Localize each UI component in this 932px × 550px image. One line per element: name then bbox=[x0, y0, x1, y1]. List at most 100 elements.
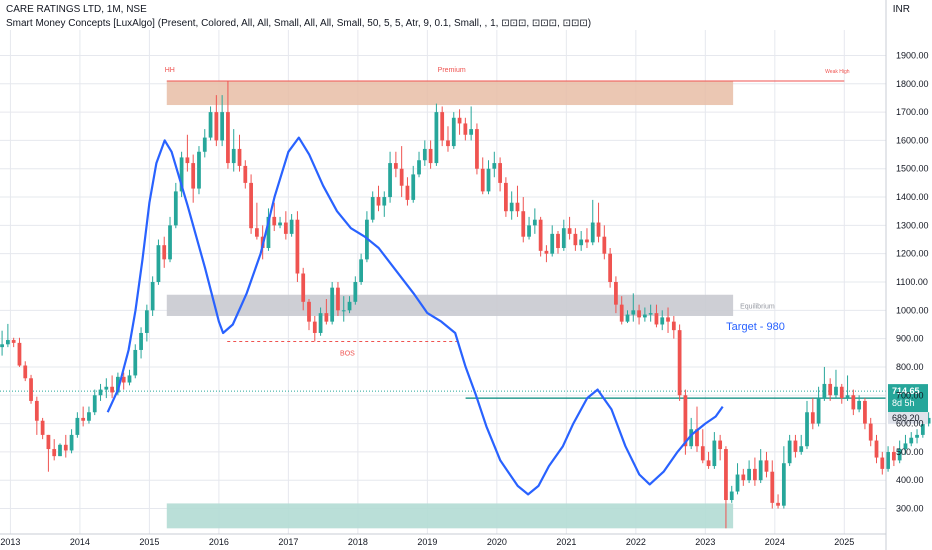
candle-body bbox=[868, 423, 873, 441]
x-tick-label: 2022 bbox=[626, 537, 646, 547]
candle-body bbox=[660, 317, 665, 325]
candle-body bbox=[382, 197, 387, 206]
candle-body bbox=[191, 163, 196, 189]
candle-body bbox=[295, 219, 300, 274]
candle-body bbox=[706, 460, 711, 467]
candle-body bbox=[272, 216, 277, 226]
candle-body bbox=[532, 219, 537, 226]
x-tick-label: 2013 bbox=[0, 537, 20, 547]
y-tick-label: 1800.00 bbox=[896, 79, 929, 89]
candle-body bbox=[498, 163, 502, 183]
candle-body bbox=[237, 148, 242, 166]
y-tick-label: 1300.00 bbox=[896, 220, 929, 230]
candle-body bbox=[475, 129, 479, 169]
target-label: Target - 980 bbox=[726, 321, 785, 333]
candle-body bbox=[741, 474, 746, 481]
candle-body bbox=[278, 222, 282, 226]
candle-body bbox=[446, 140, 450, 147]
candle-body bbox=[816, 398, 821, 424]
candle-body bbox=[127, 375, 132, 383]
candle-body bbox=[399, 168, 404, 186]
candle-body bbox=[307, 301, 311, 322]
candle-body bbox=[255, 228, 259, 237]
candle-body bbox=[341, 310, 346, 312]
moving-average-line bbox=[106, 136, 724, 496]
candle-body bbox=[197, 151, 201, 189]
candle-body bbox=[747, 468, 751, 481]
candle-body bbox=[544, 250, 549, 254]
candle-body bbox=[903, 443, 908, 450]
discount-zone bbox=[166, 503, 734, 529]
candle-body bbox=[920, 423, 925, 435]
candle-body bbox=[168, 225, 172, 260]
candle-body bbox=[150, 282, 155, 311]
annotation-layer: HH Premium Weak High Equilibrium BOS Target -… bbox=[165, 67, 928, 425]
y-tick-label: 1600.00 bbox=[896, 135, 929, 145]
candle-body bbox=[579, 239, 584, 246]
candle-body bbox=[289, 219, 294, 234]
hh-label: HH bbox=[165, 67, 175, 74]
weak-high-label: Weak High bbox=[825, 69, 850, 75]
candle-body bbox=[666, 317, 670, 322]
candle-body bbox=[758, 460, 763, 481]
candle-body bbox=[336, 287, 340, 311]
candle-body bbox=[712, 440, 717, 467]
candle-body bbox=[220, 112, 225, 141]
candle-body bbox=[405, 185, 410, 200]
y-tick-label: 1200.00 bbox=[896, 249, 929, 259]
candle-body bbox=[208, 112, 213, 138]
y-tick-label: 1100.00 bbox=[896, 277, 928, 287]
candle-body bbox=[486, 168, 491, 192]
candle-body bbox=[11, 340, 16, 343]
candle-body bbox=[897, 449, 902, 461]
candle-body bbox=[469, 129, 474, 135]
candle-body bbox=[162, 245, 167, 260]
current-price-label: 714.65 bbox=[892, 386, 920, 396]
candle-body bbox=[538, 219, 543, 251]
candle-body bbox=[810, 412, 815, 424]
candle-body bbox=[857, 400, 862, 410]
candle-body bbox=[480, 168, 485, 192]
candle-body bbox=[909, 437, 914, 444]
candle-body bbox=[81, 417, 86, 421]
candle-layer bbox=[0, 80, 931, 529]
candle-body bbox=[729, 491, 734, 501]
y-tick-label: 900.00 bbox=[896, 334, 924, 344]
x-tick-label: 2014 bbox=[70, 537, 90, 547]
candle-body bbox=[69, 434, 74, 451]
candle-body bbox=[312, 321, 317, 333]
candle-body bbox=[590, 222, 595, 243]
candle-body bbox=[585, 239, 589, 243]
candle-body bbox=[834, 386, 838, 396]
equilibrium-label: Equilibrium bbox=[740, 304, 775, 311]
y-tick-label: 1500.00 bbox=[896, 164, 929, 174]
candle-body bbox=[642, 314, 647, 318]
premium-label: Premium bbox=[438, 67, 466, 74]
candle-body bbox=[886, 451, 890, 469]
candle-body bbox=[561, 228, 566, 249]
candle-body bbox=[781, 463, 786, 506]
y-tick-label: 800.00 bbox=[896, 362, 924, 372]
candle-body bbox=[359, 259, 363, 282]
indicator-legend[interactable]: Smart Money Concepts [LuxAlgo] (Present,… bbox=[6, 18, 592, 29]
candle-body bbox=[805, 412, 809, 447]
candle-body bbox=[596, 222, 601, 237]
candle-body bbox=[17, 342, 22, 366]
candle-body bbox=[29, 378, 33, 401]
y-tick-label: 500.00 bbox=[896, 447, 924, 457]
chart-title: CARE RATINGS LTD, 1M, NSE bbox=[6, 4, 147, 15]
candle-body bbox=[845, 395, 850, 399]
candle-body bbox=[874, 440, 879, 458]
candle-body bbox=[243, 165, 248, 183]
x-tick-label: 2015 bbox=[139, 537, 159, 547]
candle-body bbox=[156, 245, 161, 282]
candle-body bbox=[347, 301, 352, 311]
candle-body bbox=[440, 112, 445, 141]
candle-body bbox=[330, 287, 335, 322]
y-tick-label: 1000.00 bbox=[896, 305, 929, 315]
candle-body bbox=[891, 451, 896, 461]
candle-body bbox=[133, 349, 138, 376]
candle-body bbox=[104, 386, 109, 390]
equilibrium-zone bbox=[166, 294, 734, 316]
